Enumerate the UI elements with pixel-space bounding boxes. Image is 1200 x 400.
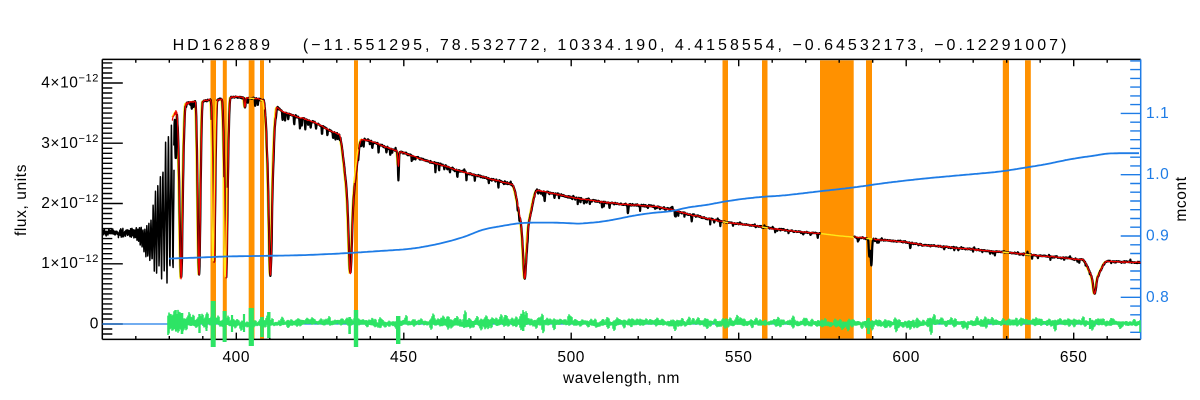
svg-text:450: 450: [390, 349, 418, 366]
svg-text:mcont: mcont: [1173, 176, 1190, 221]
svg-text:1.1: 1.1: [1146, 105, 1169, 122]
svg-text:500: 500: [557, 349, 585, 366]
svg-text:0.9: 0.9: [1146, 228, 1169, 245]
svg-text:0.8: 0.8: [1146, 289, 1169, 306]
svg-text:1.0: 1.0: [1146, 166, 1169, 183]
svg-text:0: 0: [90, 316, 99, 333]
svg-text:400: 400: [222, 349, 250, 366]
svg-text:600: 600: [892, 349, 920, 366]
svg-text:550: 550: [725, 349, 753, 366]
svg-text:HD162889 (−11.551295, 78.53: HD162889 (−11.551295, 78.532772, 10334.1…: [173, 37, 1070, 54]
svg-text:flux, units: flux, units: [13, 164, 30, 236]
svg-text:wavelength, nm: wavelength, nm: [562, 370, 680, 387]
svg-text:650: 650: [1060, 349, 1088, 366]
